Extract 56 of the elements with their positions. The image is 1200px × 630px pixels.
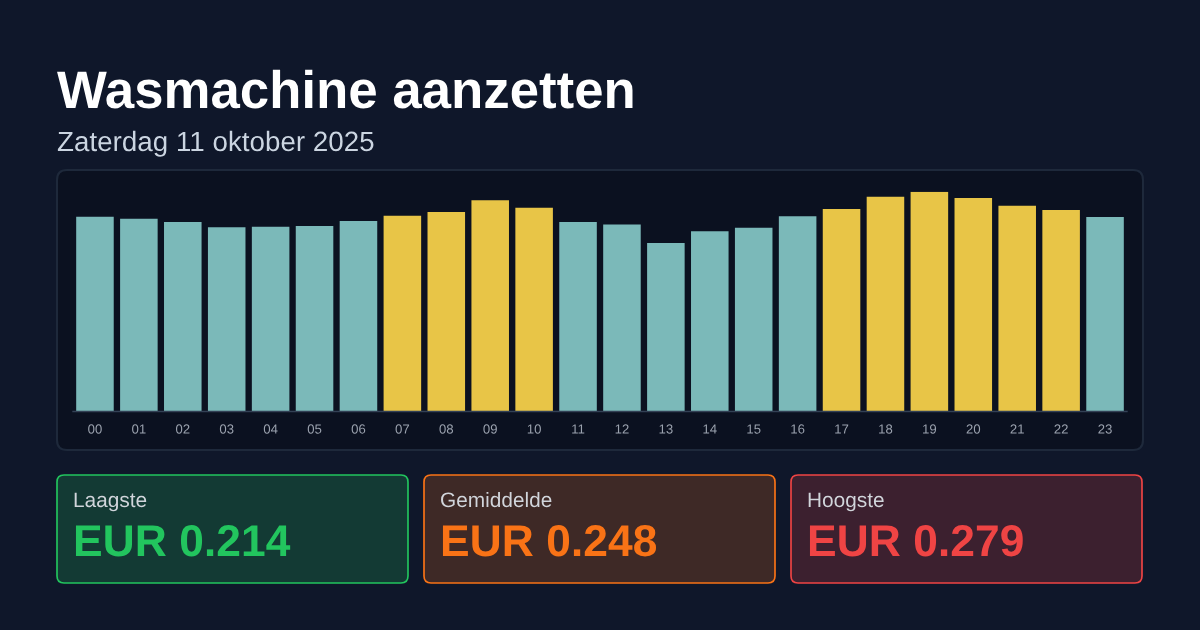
x-tick-label: 08 (439, 424, 454, 434)
x-tick-label: 17 (835, 424, 849, 434)
bar (647, 242, 685, 412)
x-tick-label: 02 (175, 424, 190, 434)
x-tick-label: 01 (132, 424, 146, 434)
x-tick-label: 04 (263, 424, 278, 434)
x-tick-label: 13 (659, 424, 673, 434)
bar (822, 208, 861, 412)
x-tick-label: 05 (307, 424, 322, 434)
bar (251, 226, 290, 412)
x-tick-label: 22 (1054, 424, 1068, 434)
bar (559, 221, 597, 412)
category-label: Laagste (74, 492, 147, 512)
text: EUR 0.248 (442, 524, 657, 557)
bar (778, 216, 817, 412)
bar (691, 231, 729, 412)
bar (76, 216, 114, 412)
bar (427, 212, 466, 412)
bar (120, 218, 158, 412)
x-tick-label: 20 (966, 424, 981, 434)
x-tick-label: 06 (351, 424, 366, 434)
bar (1042, 210, 1080, 412)
text: EUR 0.214 (75, 524, 291, 557)
bar (295, 226, 334, 412)
x-tick-label: 15 (747, 424, 761, 434)
bar (207, 227, 246, 412)
x-tick-label: 21 (1010, 424, 1024, 434)
category-label: Hoogste (808, 492, 884, 512)
x-tick-label: 14 (703, 424, 717, 434)
bar (866, 196, 905, 412)
chart-title: Wasmachine aanzetten (57, 69, 633, 109)
x-tick-label: 16 (791, 424, 805, 434)
bar (910, 191, 949, 412)
text: EUR 0.279 (809, 524, 1023, 557)
bar (998, 205, 1036, 412)
x-tick-label: 07 (395, 424, 410, 434)
bar (339, 221, 378, 412)
x-tick-label: 10 (527, 424, 541, 434)
bar (954, 197, 993, 412)
x-tick-label: 11 (572, 424, 585, 434)
x-tick-label: 09 (483, 424, 497, 434)
x-tick-label: 23 (1098, 424, 1112, 434)
bar (1086, 217, 1124, 412)
category-label: Gemiddelde (441, 491, 552, 508)
bar (471, 200, 509, 412)
bar (383, 215, 422, 412)
bar (515, 207, 553, 412)
x-tick-label: 18 (879, 424, 893, 434)
bar (164, 221, 202, 412)
x-tick-label: 19 (923, 424, 937, 434)
x-tick-label: 12 (615, 424, 629, 434)
x-tick-label: 03 (219, 424, 234, 434)
chart-subtitle: Zaterdag 11 oktober 2025 (57, 130, 374, 157)
bar (603, 224, 641, 412)
bar (734, 227, 773, 412)
x-tick-label: 00 (88, 424, 102, 434)
